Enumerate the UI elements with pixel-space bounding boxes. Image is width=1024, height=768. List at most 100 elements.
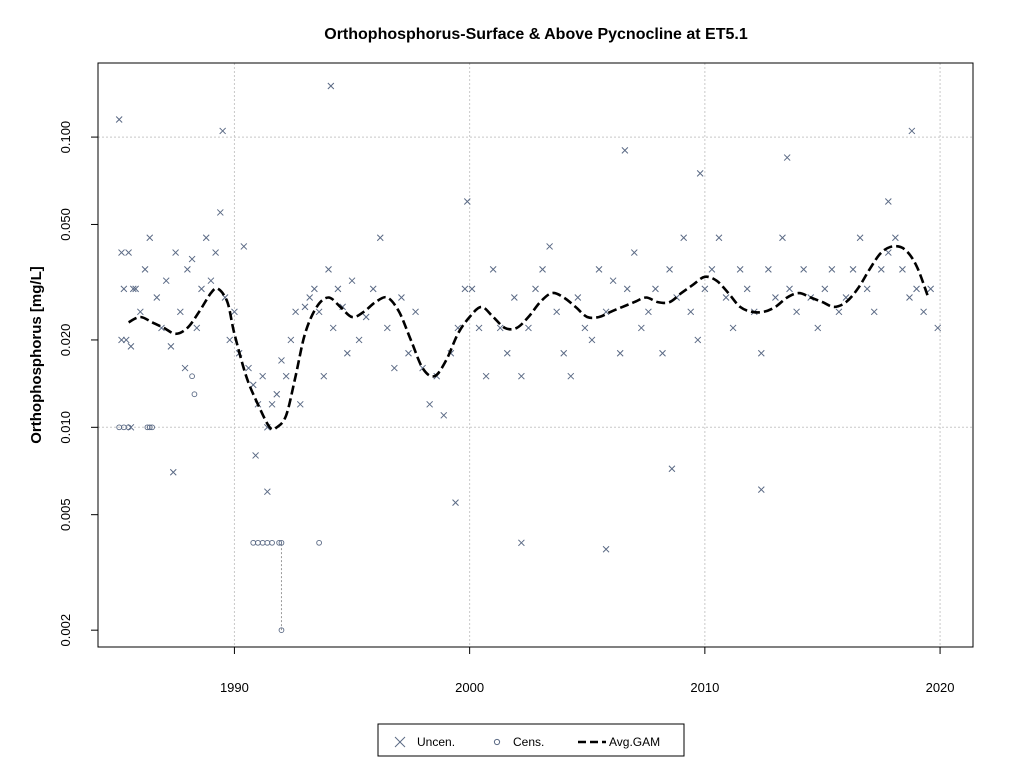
data-point-uncen bbox=[176, 308, 184, 316]
data-point-uncen bbox=[913, 285, 920, 293]
data-point-uncen bbox=[621, 147, 629, 154]
data-point-uncen bbox=[637, 324, 645, 332]
data-point-uncen bbox=[118, 249, 125, 256]
y-axis-label: Orthophosphorus [mg/L] bbox=[28, 266, 45, 443]
data-point-uncen bbox=[814, 324, 822, 332]
data-point-uncen bbox=[489, 266, 497, 273]
data-point-uncen bbox=[757, 486, 765, 493]
data-point-uncen bbox=[219, 127, 227, 135]
data-point-uncen bbox=[334, 285, 342, 293]
data-point-uncen bbox=[588, 336, 596, 344]
data-point-uncen bbox=[680, 234, 688, 242]
data-point-uncen bbox=[259, 372, 267, 380]
data-point-uncen bbox=[132, 285, 139, 293]
data-point-uncen bbox=[694, 336, 702, 344]
data-point-uncen bbox=[715, 234, 723, 242]
data-point-uncen bbox=[240, 243, 248, 250]
data-point-uncen bbox=[793, 308, 800, 316]
data-point-uncen bbox=[518, 372, 525, 380]
data-point-uncen bbox=[122, 336, 130, 344]
data-point-uncen bbox=[181, 364, 189, 372]
y-tick-label: 0.050 bbox=[58, 208, 73, 241]
data-point-uncen bbox=[927, 285, 935, 293]
data-point-uncen bbox=[877, 266, 885, 273]
data-point-uncen bbox=[581, 324, 589, 332]
data-point-uncen bbox=[325, 266, 332, 273]
data-point-uncen bbox=[169, 468, 177, 476]
data-point-cens bbox=[191, 391, 198, 398]
x-tick-label: 2010 bbox=[690, 680, 719, 695]
data-point-uncen bbox=[463, 198, 471, 205]
data-point-uncen bbox=[146, 234, 154, 242]
data-point-uncen bbox=[296, 400, 304, 408]
data-point-uncen bbox=[405, 349, 412, 357]
data-point-uncen bbox=[216, 209, 224, 216]
data-point-uncen bbox=[783, 154, 791, 161]
data-point-uncen bbox=[327, 82, 335, 90]
data-point-uncen bbox=[574, 294, 582, 301]
data-point-uncen bbox=[757, 349, 765, 357]
data-point-cens bbox=[125, 424, 132, 431]
data-point-uncen bbox=[278, 357, 285, 364]
data-point-cens bbox=[269, 539, 275, 546]
data-point-uncen bbox=[127, 343, 135, 350]
data-point-uncen bbox=[645, 308, 652, 316]
x-tick-label: 1990 bbox=[220, 680, 249, 695]
data-point-cens bbox=[255, 539, 261, 546]
legend-label-uncen: Uncen. bbox=[417, 735, 455, 749]
data-point-uncen bbox=[398, 294, 405, 301]
data-point-uncen bbox=[567, 372, 575, 380]
data-point-uncen bbox=[482, 372, 490, 380]
data-point-uncen bbox=[696, 169, 704, 177]
legend-label-cens: Cens. bbox=[513, 735, 544, 749]
data-point-uncen bbox=[329, 324, 337, 332]
data-point-uncen bbox=[468, 285, 476, 293]
data-point-uncen bbox=[202, 234, 210, 242]
data-point-uncen bbox=[884, 249, 892, 256]
data-point-cens bbox=[264, 539, 271, 546]
data-point-uncen bbox=[184, 266, 191, 273]
data-point-uncen bbox=[172, 249, 179, 256]
data-point-uncen bbox=[452, 499, 459, 507]
censored-points bbox=[116, 373, 322, 634]
data-point-uncen bbox=[708, 266, 716, 273]
uncensored-points bbox=[115, 82, 942, 553]
x-tick-label: 2000 bbox=[455, 680, 484, 695]
data-point-uncen bbox=[426, 400, 434, 408]
x-axis: 1990 2000 2010 2020 bbox=[220, 646, 955, 695]
data-point-uncen bbox=[652, 285, 659, 293]
data-point-uncen bbox=[518, 539, 525, 547]
data-point-uncen bbox=[315, 308, 323, 316]
data-point-uncen bbox=[348, 277, 356, 285]
data-point-uncen bbox=[496, 324, 504, 332]
data-point-uncen bbox=[602, 545, 610, 553]
data-point-uncen bbox=[908, 127, 916, 135]
data-point-uncen bbox=[729, 324, 737, 332]
data-point-uncen bbox=[207, 277, 215, 285]
chart-title: Orthophosphorus-Surface & Above Pycnocli… bbox=[324, 26, 748, 43]
data-point-uncen bbox=[343, 349, 351, 357]
data-point-uncen bbox=[630, 249, 638, 256]
data-point-uncen bbox=[863, 285, 871, 293]
data-point-uncen bbox=[722, 294, 730, 301]
data-point-uncen bbox=[595, 266, 603, 273]
data-point-uncen bbox=[856, 234, 864, 242]
data-point-uncen bbox=[383, 324, 391, 332]
plot-frame bbox=[97, 62, 974, 648]
data-point-uncen bbox=[616, 349, 624, 357]
data-point-uncen bbox=[391, 364, 398, 372]
data-point-uncen bbox=[884, 198, 892, 205]
data-point-uncen bbox=[743, 285, 751, 293]
data-point-uncen bbox=[141, 266, 149, 273]
data-point-uncen bbox=[162, 277, 170, 285]
legend: Uncen. Cens. Avg.GAM bbox=[377, 723, 685, 757]
data-point-uncen bbox=[268, 400, 276, 408]
x-tick-label: 2020 bbox=[926, 680, 955, 695]
data-point-uncen bbox=[899, 266, 906, 273]
data-point-uncen bbox=[503, 349, 511, 357]
data-point-uncen bbox=[136, 308, 144, 316]
data-point-cens-upper bbox=[278, 539, 285, 546]
data-point-uncen bbox=[835, 308, 843, 316]
data-point-uncen bbox=[532, 285, 539, 293]
